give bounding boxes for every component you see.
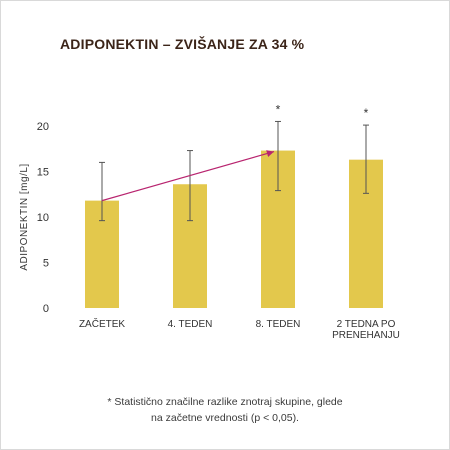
y-axis-label: ADIPONEKTIN [mg/L]	[19, 163, 30, 270]
x-tick-label: 8. TEDEN	[256, 319, 301, 330]
significance-star: *	[364, 106, 369, 120]
y-tick-label: 15	[37, 167, 49, 179]
footnote-line-1: * Statistično značilne razlike znotraj s…	[107, 396, 343, 408]
significance-star: *	[276, 102, 281, 116]
x-tick-label: PRENEHANJU	[332, 330, 400, 341]
x-tick-label: ZAČETEK	[79, 317, 125, 330]
x-tick-label: 2 TEDNA PO	[337, 319, 396, 330]
chart-title: ADIPONEKTIN – ZVIŠANJE ZA 34 %	[60, 36, 305, 52]
footnote: * Statistično značilne razlike znotraj s…	[40, 394, 410, 426]
trend-arrow	[101, 150, 275, 202]
y-tick-label: 0	[43, 303, 49, 315]
footnote-line-2: na začetne vrednosti (p < 0,05).	[151, 412, 299, 424]
x-tick-label: 4. TEDEN	[168, 319, 213, 330]
y-tick-label: 5	[43, 258, 49, 270]
y-tick-label: 20	[37, 121, 49, 133]
y-tick-label: 10	[37, 212, 49, 224]
